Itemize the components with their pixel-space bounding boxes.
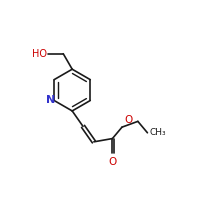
Text: N: N	[46, 95, 55, 105]
Text: O: O	[124, 115, 132, 125]
Text: O: O	[108, 157, 117, 167]
Text: HO: HO	[32, 49, 47, 59]
Text: CH₃: CH₃	[150, 128, 166, 137]
